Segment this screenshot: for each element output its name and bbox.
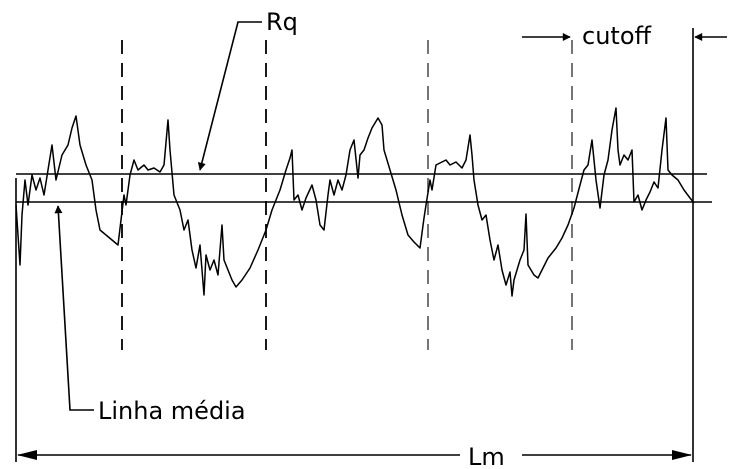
lm-label: Lm	[468, 443, 505, 469]
mean-line-label: Linha média	[98, 397, 246, 425]
rq-leader	[197, 21, 262, 171]
rq-label: Rq	[266, 8, 298, 36]
roughness-profile	[15, 107, 695, 297]
mean-line-leader	[54, 205, 94, 411]
cutoff-label: cutoff	[582, 22, 652, 50]
